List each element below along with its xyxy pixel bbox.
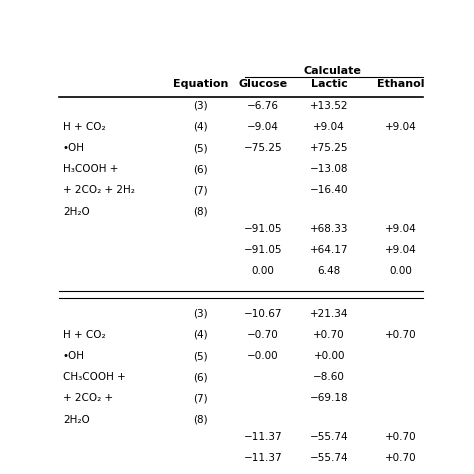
Text: (7): (7) <box>193 393 208 403</box>
Text: −0.70: −0.70 <box>247 330 279 340</box>
Text: (3): (3) <box>193 100 208 110</box>
Text: Glucose: Glucose <box>238 79 288 89</box>
Text: −75.25: −75.25 <box>244 143 283 153</box>
Text: −11.37: −11.37 <box>244 453 283 463</box>
Text: +0.00: +0.00 <box>313 351 345 361</box>
Text: −13.08: −13.08 <box>310 164 348 174</box>
Text: 6.48: 6.48 <box>318 266 341 276</box>
Text: +0.70: +0.70 <box>385 453 417 463</box>
Text: (8): (8) <box>193 415 208 425</box>
Text: −55.74: −55.74 <box>310 432 348 442</box>
Text: −55.74: −55.74 <box>310 453 348 463</box>
Text: −16.40: −16.40 <box>310 185 348 195</box>
Text: +68.33: +68.33 <box>310 224 348 234</box>
Text: (6): (6) <box>193 372 208 382</box>
Text: +21.34: +21.34 <box>310 309 348 319</box>
Text: (3): (3) <box>193 309 208 319</box>
Text: •OH: •OH <box>63 143 85 153</box>
Text: Calculate: Calculate <box>304 66 362 76</box>
Text: Lactic: Lactic <box>311 79 347 89</box>
Text: +9.04: +9.04 <box>313 122 345 132</box>
Text: + 2CO₂ + 2H₂: + 2CO₂ + 2H₂ <box>63 185 135 195</box>
Text: −9.04: −9.04 <box>247 122 279 132</box>
Text: −0.00: −0.00 <box>247 351 279 361</box>
Text: +0.70: +0.70 <box>385 432 417 442</box>
Text: (4): (4) <box>193 122 208 132</box>
Text: +0.70: +0.70 <box>385 330 417 340</box>
Text: (5): (5) <box>193 351 208 361</box>
Text: (6): (6) <box>193 164 208 174</box>
Text: 2H₂O: 2H₂O <box>63 415 90 425</box>
Text: CH₃COOH +: CH₃COOH + <box>63 372 126 382</box>
Text: +9.04: +9.04 <box>385 122 417 132</box>
Text: −6.76: −6.76 <box>247 100 279 110</box>
Text: 0.00: 0.00 <box>252 266 274 276</box>
Text: (5): (5) <box>193 143 208 153</box>
Text: −11.37: −11.37 <box>244 432 283 442</box>
Text: −91.05: −91.05 <box>244 224 283 234</box>
Text: +0.70: +0.70 <box>313 330 345 340</box>
Text: +13.52: +13.52 <box>310 100 348 110</box>
Text: +75.25: +75.25 <box>310 143 348 153</box>
Text: +9.04: +9.04 <box>385 224 417 234</box>
Text: H + CO₂: H + CO₂ <box>63 122 106 132</box>
Text: 0.00: 0.00 <box>390 266 412 276</box>
Text: +64.17: +64.17 <box>310 245 348 255</box>
Text: 2H₂O: 2H₂O <box>63 207 90 217</box>
Text: −69.18: −69.18 <box>310 393 348 403</box>
Text: (7): (7) <box>193 185 208 195</box>
Text: Ethanol: Ethanol <box>377 79 425 89</box>
Text: (8): (8) <box>193 207 208 217</box>
Text: −8.60: −8.60 <box>313 372 345 382</box>
Text: −91.05: −91.05 <box>244 245 283 255</box>
Text: +9.04: +9.04 <box>385 245 417 255</box>
Text: + 2CO₂ +: + 2CO₂ + <box>63 393 113 403</box>
Text: H + CO₂: H + CO₂ <box>63 330 106 340</box>
Text: Equation: Equation <box>173 79 228 89</box>
Text: −10.67: −10.67 <box>244 309 283 319</box>
Text: •OH: •OH <box>63 351 85 361</box>
Text: H₃COOH +: H₃COOH + <box>63 164 118 174</box>
Text: (4): (4) <box>193 330 208 340</box>
